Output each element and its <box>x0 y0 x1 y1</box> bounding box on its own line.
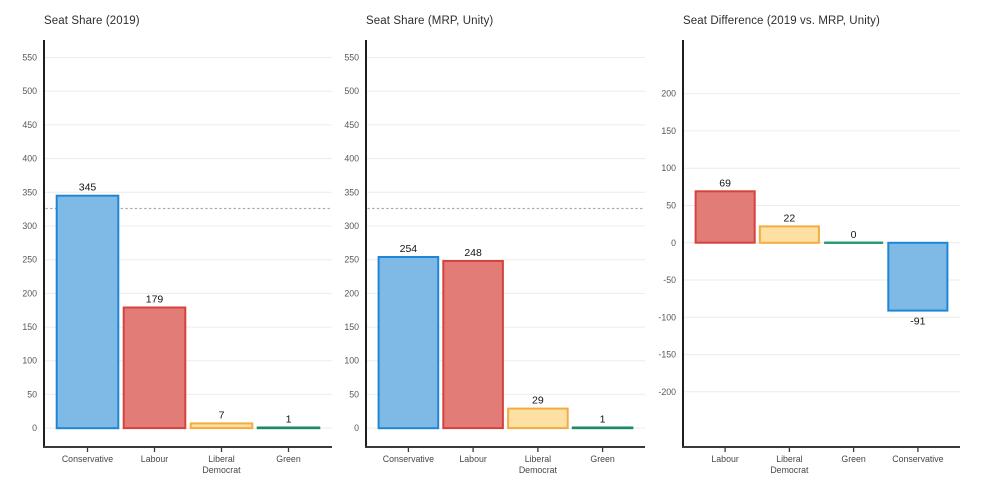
y-tick-label: 0 <box>32 423 37 433</box>
value-label-labour: 179 <box>146 294 164 306</box>
y-tick-label: 200 <box>344 288 359 298</box>
y-tick-label: 250 <box>344 255 359 265</box>
y-tick-label: 550 <box>344 53 359 63</box>
x-tick-label-liberal-democrat: Liberal <box>525 454 551 464</box>
y-tick-label: 350 <box>344 187 359 197</box>
chart-title-seat-share-2019: Seat Share (2019) <box>44 15 140 27</box>
x-tick-label-liberal-democrat: Democrat <box>770 465 809 475</box>
value-label-labour: 248 <box>464 247 482 259</box>
seat-share-mrp-unity-plot: 550500450400350300250200150100500254Cons… <box>344 40 646 475</box>
value-label-conservative: -91 <box>910 316 925 328</box>
bar-conservative <box>55 194 120 430</box>
x-tick-label-green: Green <box>841 454 866 464</box>
y-tick-label: 0 <box>354 423 359 433</box>
x-tick-label-labour: Labour <box>459 454 486 464</box>
y-tick-label: 350 <box>22 187 37 197</box>
y-tick-label: 50 <box>666 201 676 211</box>
x-tick-label-liberal-democrat: Democrat <box>202 465 241 475</box>
x-tick-label-liberal-democrat: Liberal <box>776 454 802 464</box>
value-label-liberal-democrat: 29 <box>532 395 544 407</box>
y-tick-label: 500 <box>22 86 37 96</box>
y-tick-label: 200 <box>661 89 676 99</box>
y-tick-label: 100 <box>22 356 37 366</box>
x-tick-label-green: Green <box>276 454 301 464</box>
value-label-conservative: 254 <box>400 243 418 255</box>
chart-title-seat-difference: Seat Difference (2019 vs. MRP, Unity) <box>683 15 880 27</box>
chart-seat-share-2019: 550 500 450 400 350 300 250 200 150 100 50 0 345 Cons… <box>0 0 335 501</box>
y-tick-label: 550 <box>22 53 37 63</box>
y-tick-label: 450 <box>22 120 37 130</box>
y-tick-label: 300 <box>22 221 37 231</box>
bar-labour <box>694 190 756 244</box>
y-tick-label: 500 <box>344 86 359 96</box>
bar-conservative <box>887 241 949 312</box>
y-tick-label: 150 <box>344 322 359 332</box>
y-tick-label: 150 <box>22 322 37 332</box>
bar-green <box>256 426 321 430</box>
x-tick-label-liberal-democrat: Democrat <box>519 465 558 475</box>
bar-liberal-democrat <box>189 422 254 430</box>
chart-title-seat-share-mrp-unity: Seat Share (MRP, Unity) <box>366 15 494 27</box>
y-tick-label: 400 <box>344 154 359 164</box>
value-label-green: 1 <box>286 414 292 426</box>
value-label-liberal-democrat: 7 <box>219 409 225 421</box>
bar-labour <box>122 306 187 430</box>
seat-share-2019-plot: 550500450400350300250200150100500345Cons… <box>22 40 333 475</box>
bar-green <box>571 426 634 430</box>
x-tick-label-liberal-democrat: Liberal <box>208 454 234 464</box>
value-label-green: 0 <box>851 229 857 241</box>
value-label-conservative: 345 <box>79 182 97 194</box>
y-tick-label: -200 <box>658 387 676 397</box>
bar-conservative <box>377 256 440 430</box>
chart-seat-difference: 200 150 100 50 0 -50 -100 -150 -200 69 Labour 22 Lib… <box>639 0 979 501</box>
x-tick-label-labour: Labour <box>711 454 738 464</box>
x-tick-label-conservative: Conservative <box>62 454 113 464</box>
y-tick-label: 250 <box>22 255 37 265</box>
y-tick-label: 450 <box>344 120 359 130</box>
x-tick-label-green: Green <box>590 454 615 464</box>
y-tick-label: -150 <box>658 350 676 360</box>
y-tick-label: 100 <box>661 163 676 173</box>
value-label-liberal-democrat: 22 <box>784 212 796 224</box>
y-tick-label: -50 <box>663 275 676 285</box>
y-tick-label: 150 <box>661 126 676 136</box>
y-tick-label: 200 <box>22 288 37 298</box>
y-tick-label: 50 <box>27 389 37 399</box>
y-tick-label: -100 <box>658 312 676 322</box>
bar-liberal-democrat <box>758 225 820 244</box>
y-tick-label: 50 <box>349 389 359 399</box>
y-tick-label: 100 <box>344 356 359 366</box>
y-tick-label: 400 <box>22 154 37 164</box>
value-label-labour: 69 <box>719 177 731 189</box>
seat-difference-plot: 200 150 100 50 0 -50 -100 -150 -200 69 Labour 22 Lib… <box>658 40 960 475</box>
y-tick-label: 0 <box>671 238 676 248</box>
x-tick-label-conservative: Conservative <box>892 454 943 464</box>
chart-seat-share-mrp-unity: 550 500 450 400 350 300 250 200 150 100 50 0 254 Cons… <box>322 0 657 501</box>
y-tick-label: 300 <box>344 221 359 231</box>
value-label-green: 1 <box>600 414 606 426</box>
bar-liberal-democrat <box>507 407 569 430</box>
x-tick-label-conservative: Conservative <box>383 454 434 464</box>
bar-labour <box>442 260 504 430</box>
x-tick-label-labour: Labour <box>141 454 168 464</box>
